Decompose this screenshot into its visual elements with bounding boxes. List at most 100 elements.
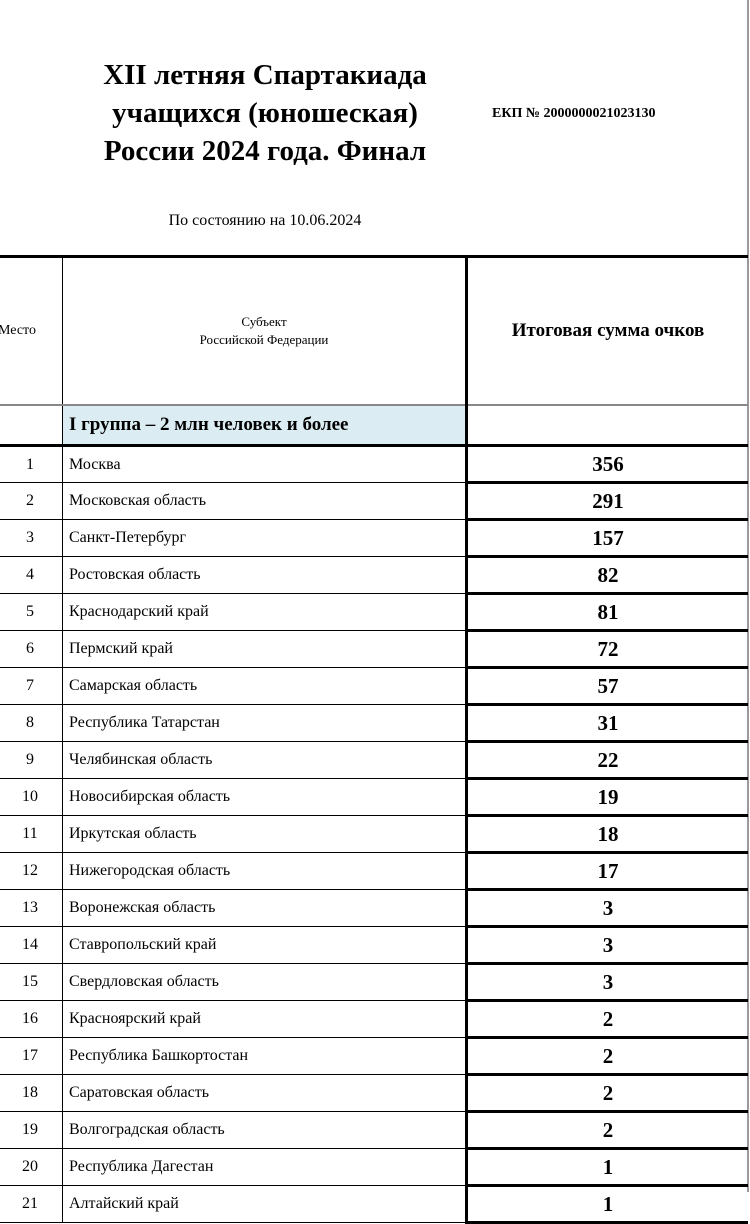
score-cell: 3 <box>466 888 748 928</box>
place-cell: 5 <box>0 593 63 631</box>
table-row: 7 Самарская область 57 <box>0 666 748 706</box>
score-cell: 57 <box>466 666 748 706</box>
subject-cell: Москва <box>62 445 468 483</box>
table-row: 8 Республика Татарстан 31 <box>0 703 748 743</box>
subject-cell: Республика Дагестан <box>62 1148 468 1186</box>
document-title: XII летняя Спартакиада учащихся (юношеск… <box>40 56 490 170</box>
score-cell: 22 <box>466 740 748 780</box>
table-row: 13 Воронежская область 3 <box>0 888 748 928</box>
subject-cell: Иркутская область <box>62 815 468 853</box>
group-row: I группа – 2 млн человек и более <box>0 405 748 447</box>
table-row: 12 Нижегородская область 17 <box>0 851 748 891</box>
place-cell: 3 <box>0 519 63 557</box>
subject-cell: Самарская область <box>62 667 468 705</box>
place-cell: 14 <box>0 926 63 964</box>
place-cell: 1 <box>0 445 63 483</box>
score-cell: 3 <box>466 962 748 1002</box>
table-row: 21 Алтайский край 1 <box>0 1184 748 1224</box>
place-cell: 4 <box>0 556 63 594</box>
score-cell: 82 <box>466 555 748 595</box>
header-score: Итоговая сумма очков <box>466 255 748 406</box>
title-line: учащихся (юношеская) <box>112 97 418 129</box>
subject-cell: Краснодарский край <box>62 593 468 631</box>
title-line: XII летняя Спартакиада <box>103 59 427 91</box>
subject-cell: Воронежская область <box>62 889 468 927</box>
place-cell: 8 <box>0 704 63 742</box>
place-cell: 2 <box>0 482 63 520</box>
group-score-cell <box>466 405 748 447</box>
subject-cell: Челябинская область <box>62 741 468 779</box>
table-row: 15 Свердловская область 3 <box>0 962 748 1002</box>
score-cell: 72 <box>466 629 748 669</box>
table-row: 3 Санкт-Петербург 157 <box>0 518 748 558</box>
subject-cell: Новосибирская область <box>62 778 468 816</box>
page-edge <box>747 0 749 1192</box>
table-row: 6 Пермский край 72 <box>0 629 748 669</box>
table-row: 14 Ставропольский край 3 <box>0 925 748 965</box>
score-cell: 2 <box>466 1036 748 1076</box>
table-row: 10 Новосибирская область 19 <box>0 777 748 817</box>
place-cell: 16 <box>0 1000 63 1038</box>
score-cell: 1 <box>466 1184 748 1224</box>
place-cell: 15 <box>0 963 63 1001</box>
score-cell: 356 <box>466 444 748 484</box>
place-cell: 11 <box>0 815 63 853</box>
subject-cell: Волгоградская область <box>62 1111 468 1149</box>
title-line: России 2024 года. Финал <box>103 135 427 167</box>
header-place: Место <box>0 255 63 406</box>
table-row: 16 Красноярский край 2 <box>0 999 748 1039</box>
place-cell: 12 <box>0 852 63 890</box>
place-cell: 13 <box>0 889 63 927</box>
subject-cell: Алтайский край <box>62 1185 468 1223</box>
score-cell: 31 <box>466 703 748 743</box>
header-subject-line: Субъект <box>241 314 287 329</box>
subject-cell: Республика Башкортостан <box>62 1037 468 1075</box>
table-row: 17 Республика Башкортостан 2 <box>0 1036 748 1076</box>
score-cell: 291 <box>466 481 748 521</box>
group-place-cell <box>0 405 63 447</box>
place-cell: 7 <box>0 667 63 705</box>
results-table: Место Субъект Российской Федерации Итого… <box>0 255 748 1224</box>
table-row: 1 Москва 356 <box>0 444 748 484</box>
subject-cell: Московская область <box>62 482 468 520</box>
subject-cell: Нижегородская область <box>62 852 468 890</box>
place-cell: 10 <box>0 778 63 816</box>
table-row: 20 Республика Дагестан 1 <box>0 1147 748 1187</box>
table-row: 2 Московская область 291 <box>0 481 748 521</box>
table-row: 5 Краснодарский край 81 <box>0 592 748 632</box>
score-cell: 1 <box>466 1147 748 1187</box>
as-of-date: По состоянию на 10.06.2024 <box>168 212 362 229</box>
score-cell: 18 <box>466 814 748 854</box>
score-cell: 2 <box>466 999 748 1039</box>
score-cell: 81 <box>466 592 748 632</box>
place-cell: 21 <box>0 1185 63 1223</box>
place-cell: 6 <box>0 630 63 668</box>
subject-cell: Красноярский край <box>62 1000 468 1038</box>
place-cell: 19 <box>0 1111 63 1149</box>
score-cell: 17 <box>466 851 748 891</box>
subject-cell: Ростовская область <box>62 556 468 594</box>
subject-cell: Саратовская область <box>62 1074 468 1112</box>
score-cell: 3 <box>466 925 748 965</box>
score-cell: 157 <box>466 518 748 558</box>
place-cell: 18 <box>0 1074 63 1112</box>
place-cell: 20 <box>0 1148 63 1186</box>
table-row: 4 Ростовская область 82 <box>0 555 748 595</box>
subject-cell: Ставропольский край <box>62 926 468 964</box>
header-subject-line: Российской Федерации <box>199 332 329 347</box>
table-row: 19 Волгоградская область 2 <box>0 1110 748 1150</box>
subject-cell: Республика Татарстан <box>62 704 468 742</box>
subject-cell: Санкт-Петербург <box>62 519 468 557</box>
ekp-number: ЕКП № 2000000021023130 <box>492 106 656 121</box>
table-header: Место Субъект Российской Федерации Итого… <box>0 255 748 406</box>
subject-cell: Пермский край <box>62 630 468 668</box>
table-row: 9 Челябинская область 22 <box>0 740 748 780</box>
place-cell: 9 <box>0 741 63 779</box>
subject-cell: Свердловская область <box>62 963 468 1001</box>
score-cell: 19 <box>466 777 748 817</box>
place-cell: 17 <box>0 1037 63 1075</box>
score-cell: 2 <box>466 1073 748 1113</box>
score-cell: 2 <box>466 1110 748 1150</box>
table-row: 18 Саратовская область 2 <box>0 1073 748 1113</box>
group-label: I группа – 2 млн человек и более <box>62 405 468 447</box>
